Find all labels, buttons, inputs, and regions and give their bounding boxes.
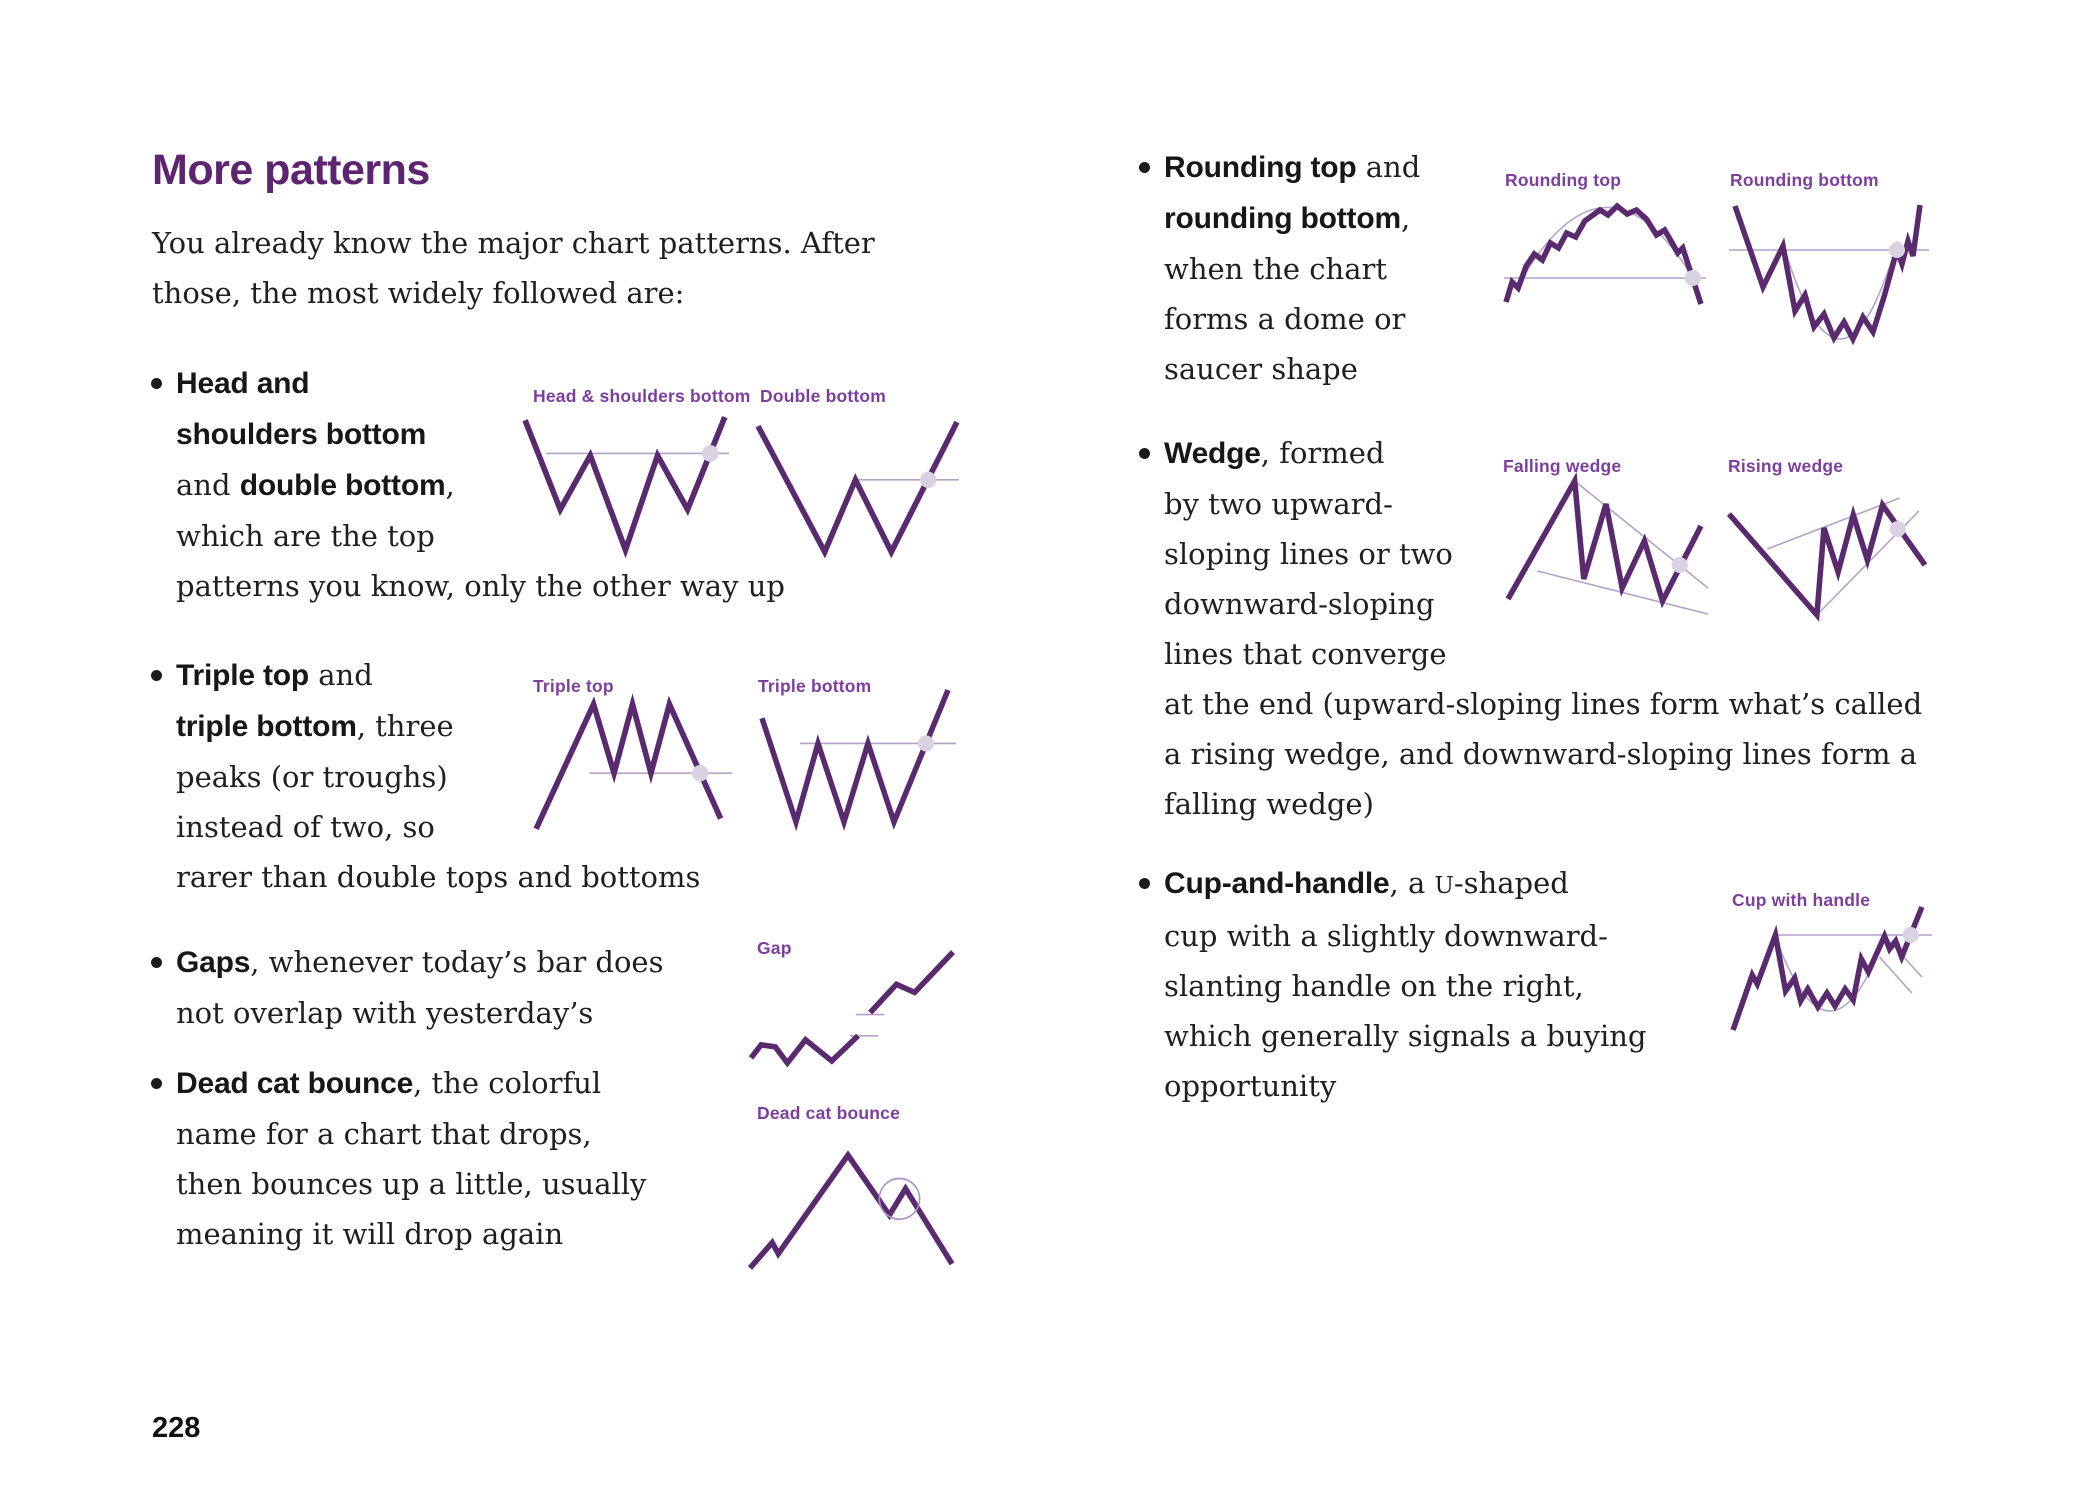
bullet-line: then bounces up a little, usually bbox=[176, 1167, 647, 1201]
intro-line-2: those, the most widely followed are: bbox=[152, 276, 685, 310]
bullet-line: downward-sloping bbox=[1164, 587, 1435, 621]
bullet-marker bbox=[151, 1078, 162, 1089]
chart-label-triple-top: Triple top bbox=[533, 676, 614, 696]
bullet-marker bbox=[1139, 448, 1150, 459]
bullet-wedge: Wedge, formed by two upward-sloping lines… bbox=[1139, 428, 1923, 829]
chart-label-double-bottom: Double bottom bbox=[760, 386, 887, 406]
bullet-line: and double bottom, bbox=[176, 468, 455, 502]
diagram-triple-bottom bbox=[759, 688, 956, 832]
bullet-marker bbox=[151, 957, 162, 968]
chart-label-rounding-top: Rounding top bbox=[1505, 170, 1622, 190]
bullet-rounding: Rounding top and rounding bottom, when the… bbox=[1139, 142, 1421, 394]
bullet-line: name for a chart that drops, bbox=[176, 1117, 592, 1151]
diagram-gap bbox=[748, 950, 956, 1068]
intro-line-1: You already know the major chart pattern… bbox=[152, 226, 875, 260]
bullet-line: Dead cat bounce, the colorful bbox=[176, 1066, 602, 1100]
bullet-line: which generally signals a buying bbox=[1164, 1019, 1647, 1053]
page-number: 228 bbox=[152, 1412, 201, 1444]
chart-label-head-shoulders-bottom: Head & shoulders bottom bbox=[533, 386, 751, 406]
diagram-triple-top bbox=[533, 693, 732, 831]
bullet-line: shoulders bottom bbox=[176, 418, 427, 451]
bullet-line: saucer shape bbox=[1164, 352, 1358, 386]
bullet-line: meaning it will drop again bbox=[176, 1217, 564, 1251]
bullet-line: rounding bottom, bbox=[1164, 201, 1411, 235]
chart-label-falling-wedge: Falling wedge bbox=[1503, 456, 1622, 476]
bullet-line: sloping lines or two bbox=[1164, 537, 1453, 571]
bullet-line: at the end (upward-sloping lines form wh… bbox=[1164, 687, 1923, 721]
chart-label-gap: Gap bbox=[757, 938, 792, 958]
diagram-head-shoulders-bottom bbox=[522, 416, 729, 559]
bullet-line: Rounding top and bbox=[1164, 150, 1421, 184]
bullet-line: Cup-and-handle, a U-shaped bbox=[1164, 866, 1569, 900]
diagram-rounding-top bbox=[1503, 202, 1706, 305]
bullet-line: forms a dome or bbox=[1164, 302, 1406, 336]
bullet-line: which are the top bbox=[176, 519, 435, 553]
bullet-line: lines that converge bbox=[1164, 637, 1447, 671]
bullet-dead-cat: Dead cat bounce, the colorful name for a … bbox=[151, 1058, 647, 1259]
diagram-rising-wedge bbox=[1726, 497, 1928, 622]
bullet-line: patterns you know, only the other way up bbox=[176, 569, 785, 603]
bullet-line: triple bottom, three bbox=[176, 709, 454, 743]
chart-label-cup-with-handle: Cup with handle bbox=[1732, 890, 1871, 910]
bullet-line: instead of two, so bbox=[176, 810, 435, 844]
bullet-cup-handle: Cup-and-handle, a U-shaped cup with a sli… bbox=[1139, 858, 1647, 1111]
diagram-falling-wedge bbox=[1505, 471, 1709, 615]
bullet-line: not overlap with yesterday’s bbox=[176, 996, 594, 1030]
bullet-triple: Triple top and triple bottom, three peaks … bbox=[151, 650, 701, 902]
chart-label-rounding-bottom: Rounding bottom bbox=[1730, 170, 1879, 190]
diagram-dead-cat-bounce bbox=[747, 1150, 955, 1270]
bullet-marker bbox=[1139, 878, 1150, 889]
bullet-line: Gaps, whenever today’s bar does bbox=[176, 945, 664, 979]
bullet-line: by two upward- bbox=[1164, 487, 1393, 521]
diagram-double-bottom bbox=[755, 420, 960, 559]
bullet-gaps: Gaps, whenever today’s bar does not overl… bbox=[151, 937, 664, 1038]
bullet-marker bbox=[151, 378, 162, 389]
diagram-cup-with-handle bbox=[1730, 905, 1932, 1031]
bullet-line: falling wedge) bbox=[1164, 787, 1374, 821]
chart-label-rising-wedge: Rising wedge bbox=[1728, 456, 1844, 476]
intro-paragraph: You already know the major chart pattern… bbox=[152, 218, 875, 318]
bullet-marker bbox=[151, 670, 162, 681]
bullet-line: rarer than double tops and bottoms bbox=[176, 860, 701, 894]
bullet-line: peaks (or troughs) bbox=[176, 760, 448, 794]
bullet-line: a rising wedge, and downward-sloping lin… bbox=[1164, 737, 1918, 771]
bullet-line: Head and bbox=[176, 367, 310, 400]
bullet-line: opportunity bbox=[1164, 1069, 1337, 1103]
page-title: More patterns bbox=[152, 146, 430, 194]
bullet-line: Triple top and bbox=[176, 658, 373, 692]
bullet-line: cup with a slightly downward- bbox=[1164, 919, 1608, 953]
bullet-line: when the chart bbox=[1164, 252, 1387, 286]
chart-label-dead-cat-bounce: Dead cat bounce bbox=[757, 1103, 901, 1123]
diagram-rounding-bottom bbox=[1729, 204, 1929, 346]
bullet-line: Wedge, formed bbox=[1164, 436, 1385, 470]
chart-label-triple-bottom: Triple bottom bbox=[758, 676, 872, 696]
bullet-line: slanting handle on the right, bbox=[1164, 969, 1584, 1003]
bullet-head-shoulders: Head and shoulders bottom and double botto… bbox=[151, 358, 785, 611]
bullet-marker bbox=[1139, 162, 1150, 173]
